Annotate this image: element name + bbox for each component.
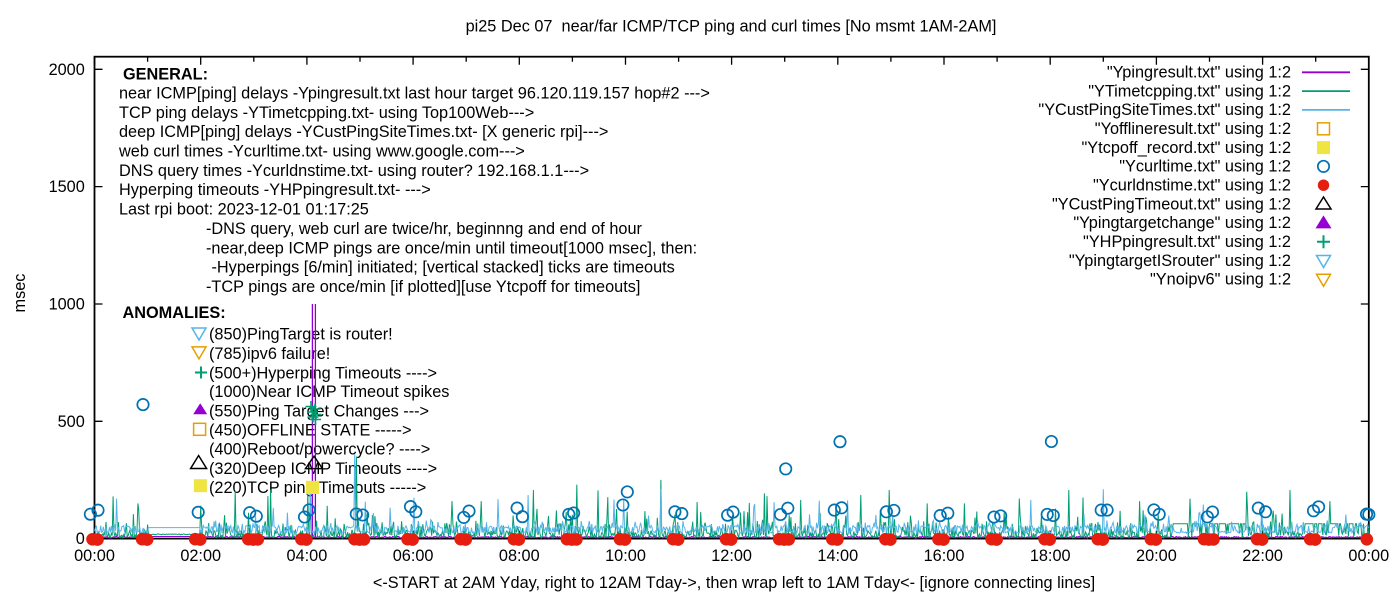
svg-text:(850)PingTarget is router!: (850)PingTarget is router! — [209, 325, 393, 343]
svg-text:20:00: 20:00 — [1136, 547, 1177, 565]
svg-text:TCP ping delays -YTimetcpping.: TCP ping delays -YTimetcpping.txt- using… — [119, 104, 534, 122]
svg-text:(1000)Near ICMP Timeout spikes: (1000)Near ICMP Timeout spikes — [209, 383, 449, 401]
svg-text:2000: 2000 — [49, 61, 85, 79]
svg-text:1000: 1000 — [49, 296, 85, 314]
svg-text:"Ycurldnstime.txt" using 1:2: "Ycurldnstime.txt" using 1:2 — [1093, 177, 1291, 195]
svg-text:16:00: 16:00 — [924, 547, 965, 565]
svg-text:22:00: 22:00 — [1242, 547, 1283, 565]
svg-text:web curl times -Ycurltime.txt-: web curl times -Ycurltime.txt- using www… — [118, 143, 525, 161]
svg-text:00:00: 00:00 — [1348, 547, 1389, 565]
svg-text:msec: msec — [11, 274, 29, 313]
svg-text:(450)OFFLINE STATE ----->: (450)OFFLINE STATE -----> — [209, 422, 411, 440]
svg-text:-TCP pings are once/min [if pl: -TCP pings are once/min [if plotted][use… — [206, 278, 640, 296]
svg-text:12:00: 12:00 — [711, 547, 752, 565]
svg-text:"Ypingtargetchange" using 1:2: "Ypingtargetchange" using 1:2 — [1073, 214, 1291, 232]
svg-text:"Ypingresult.txt" using 1:2: "Ypingresult.txt" using 1:2 — [1107, 64, 1291, 82]
svg-text:0: 0 — [76, 530, 85, 548]
svg-text:"YpingtargetISrouter" using 1:: "YpingtargetISrouter" using 1:2 — [1069, 252, 1291, 270]
svg-text:"Ytcpoff_record.txt" using 1:2: "Ytcpoff_record.txt" using 1:2 — [1082, 139, 1291, 157]
svg-text:GENERAL:: GENERAL: — [123, 66, 208, 84]
svg-text:"Ycurltime.txt" using 1:2: "Ycurltime.txt" using 1:2 — [1119, 158, 1291, 176]
svg-text:(500+)Hyperping Timeouts ---->: (500+)Hyperping Timeouts ----> — [209, 365, 437, 383]
svg-text:18:00: 18:00 — [1030, 547, 1071, 565]
svg-text:06:00: 06:00 — [393, 547, 434, 565]
svg-text:DNS query times -Ycurldnstime.: DNS query times -Ycurldnstime.txt- using… — [119, 162, 589, 180]
svg-text:"YHPpingresult.txt" using 1:2: "YHPpingresult.txt" using 1:2 — [1083, 233, 1291, 251]
svg-text:(400)Reboot/powercycle? ---->: (400)Reboot/powercycle? ----> — [209, 441, 430, 459]
svg-text:14:00: 14:00 — [817, 547, 858, 565]
svg-text:00:00: 00:00 — [74, 547, 115, 565]
svg-text:pi25 Dec 07 near/far ICMP/TCP: pi25 Dec 07 near/far ICMP/TCP ping and c… — [466, 18, 997, 36]
svg-text:"YCustPingTimeout.txt" using 1: "YCustPingTimeout.txt" using 1:2 — [1052, 195, 1291, 213]
svg-text:"YCustPingSiteTimes.txt" using: "YCustPingSiteTimes.txt" using 1:2 — [1038, 101, 1291, 119]
svg-text:ANOMALIES:: ANOMALIES: — [123, 304, 226, 322]
svg-text:10:00: 10:00 — [605, 547, 646, 565]
svg-text:1500: 1500 — [49, 178, 85, 196]
svg-text:02:00: 02:00 — [180, 547, 221, 565]
svg-text:(550)Ping Target Changes --->: (550)Ping Target Changes ---> — [209, 402, 429, 420]
svg-text:Hyperping timeouts -YHPpingres: Hyperping timeouts -YHPpingresult.txt- -… — [119, 181, 431, 199]
svg-text:deep ICMP[ping] delays -YCustP: deep ICMP[ping] delays -YCustPingSiteTim… — [119, 123, 608, 141]
svg-text:"Yofflineresult.txt" using 1:2: "Yofflineresult.txt" using 1:2 — [1095, 120, 1291, 138]
svg-text:Last rpi boot: 2023-12-01 01:1: Last rpi boot: 2023-12-01 01:17:25 — [119, 201, 369, 219]
svg-text:08:00: 08:00 — [499, 547, 540, 565]
svg-text:500: 500 — [58, 413, 85, 431]
svg-text:-Hyperpings [6/min] initiated;: -Hyperpings [6/min] initiated; [vertical… — [212, 259, 675, 277]
svg-text:-near,deep ICMP pings are once: -near,deep ICMP pings are once/min until… — [206, 240, 697, 258]
svg-text:04:00: 04:00 — [287, 547, 328, 565]
svg-text:near ICMP[ping] delays -Ypingr: near ICMP[ping] delays -Ypingresult.txt … — [119, 85, 710, 103]
svg-text:(785)ipv6 failure!: (785)ipv6 failure! — [209, 345, 330, 363]
svg-text:"YTimetcpping.txt" using 1:2: "YTimetcpping.txt" using 1:2 — [1088, 82, 1291, 100]
svg-text:-DNS query, web curl are twice: -DNS query, web curl are twice/hr, begin… — [206, 220, 642, 238]
svg-text:"Ynoipv6" using 1:2: "Ynoipv6" using 1:2 — [1150, 271, 1291, 289]
svg-text:<-START at 2AM Yday, right to: <-START at 2AM Yday, right to 12AM Tday-… — [373, 574, 1095, 592]
